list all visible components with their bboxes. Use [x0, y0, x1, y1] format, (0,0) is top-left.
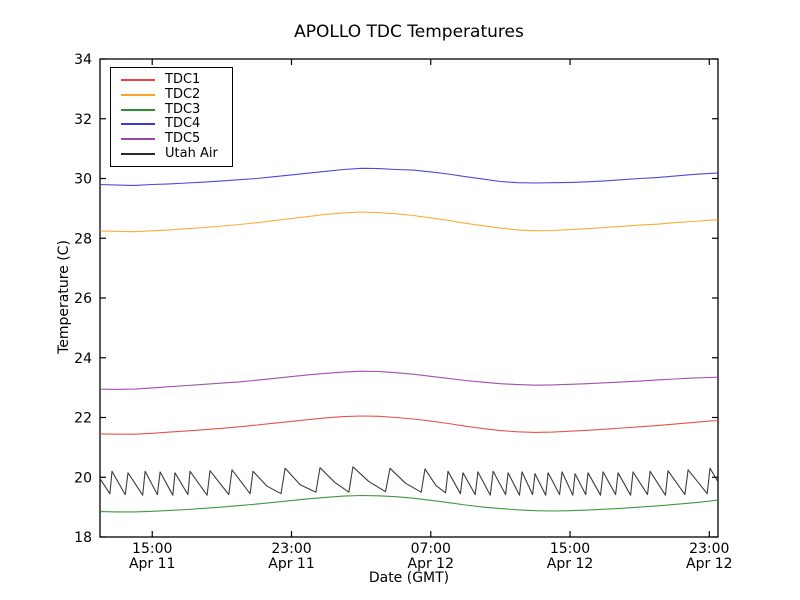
series-line-tdc4	[99, 167, 719, 186]
legend-box: TDC1 TDC2 TDC3 TDC4 TDC5 Utah Air	[110, 67, 233, 168]
legend-item: TDC5	[121, 132, 224, 147]
y-tick-label: 22	[74, 411, 92, 427]
legend-line-swatch	[121, 79, 155, 82]
series-line-tdc2	[99, 211, 719, 233]
x-tick-time-label: 15:00	[550, 541, 590, 557]
legend-label: TDC3	[165, 101, 201, 117]
x-axis-label: Date (GMT)	[368, 570, 450, 586]
series-line-utah-air	[99, 466, 719, 496]
chart-title: APOLLO TDC Temperatures	[294, 22, 524, 42]
legend-item: TDC3	[121, 102, 224, 117]
legend-item: Utah Air	[121, 146, 224, 161]
legend-item: TDC4	[121, 117, 224, 132]
legend-line-swatch	[121, 138, 155, 141]
legend-label: TDC1	[165, 72, 201, 88]
y-tick-label: 32	[74, 112, 92, 128]
legend-label: TDC5	[165, 131, 201, 147]
x-tick-date-label: Apr 11	[129, 556, 175, 572]
x-tick-time-label: 07:00	[411, 541, 451, 557]
series-line-tdc3	[99, 494, 719, 513]
x-tick-date-label: Apr 12	[547, 556, 593, 572]
legend-line-swatch	[121, 152, 155, 155]
x-tick-date-label: Apr 12	[686, 556, 732, 572]
y-tick-label: 26	[74, 291, 92, 307]
legend-item: TDC2	[121, 88, 224, 103]
legend-line-swatch	[121, 94, 155, 97]
x-tick-time-label: 23:00	[689, 541, 729, 557]
series-line-tdc1	[99, 415, 719, 435]
legend-label: Utah Air	[165, 145, 218, 161]
series-line-tdc5	[99, 370, 719, 390]
legend-label: TDC2	[165, 87, 201, 103]
legend-line-swatch	[121, 123, 155, 126]
x-tick-time-label: 15:00	[132, 541, 172, 557]
y-tick-label: 18	[74, 530, 92, 546]
x-tick-time-label: 23:00	[271, 541, 311, 557]
legend-item: TDC1	[121, 73, 224, 88]
y-tick-label: 20	[74, 470, 92, 486]
y-tick-label: 28	[74, 231, 92, 247]
y-axis-label: Temperature (C)	[56, 240, 72, 354]
y-tick-label: 30	[74, 172, 92, 188]
legend-label: TDC4	[165, 116, 201, 132]
legend-line-swatch	[121, 108, 155, 111]
y-tick-label: 24	[74, 351, 92, 367]
x-tick-date-label: Apr 12	[408, 556, 454, 572]
x-tick-date-label: Apr 11	[268, 556, 314, 572]
y-tick-label: 34	[74, 52, 92, 68]
